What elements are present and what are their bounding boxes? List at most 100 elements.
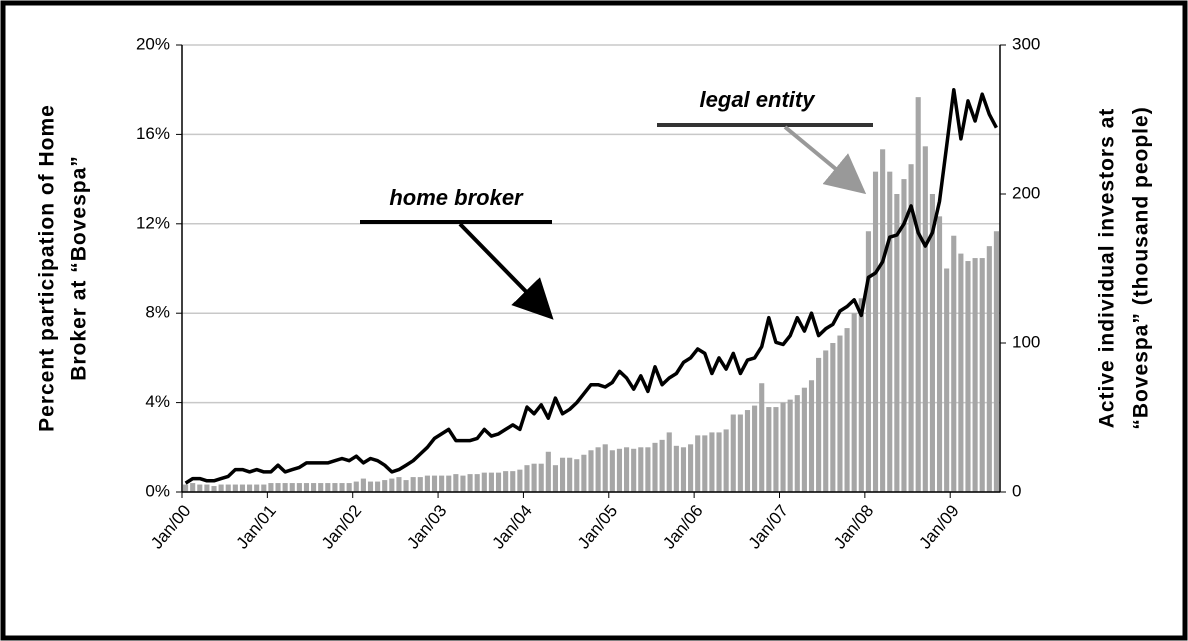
y-tick-label: 16% bbox=[136, 124, 170, 143]
line bbox=[184, 87, 998, 485]
bar bbox=[695, 435, 701, 492]
bar bbox=[702, 435, 708, 492]
bar bbox=[360, 478, 366, 492]
bar bbox=[631, 448, 637, 492]
bar bbox=[844, 328, 850, 492]
bar bbox=[396, 477, 402, 492]
bar bbox=[275, 483, 281, 492]
bar bbox=[688, 444, 694, 492]
bar bbox=[993, 231, 1000, 492]
bar bbox=[794, 395, 800, 492]
bar bbox=[965, 261, 971, 492]
bar bbox=[417, 477, 423, 492]
bar bbox=[766, 407, 772, 492]
y-tick-label: 12% bbox=[136, 213, 170, 232]
bar bbox=[823, 350, 829, 492]
bar bbox=[816, 357, 822, 492]
bar bbox=[723, 429, 729, 492]
bar bbox=[837, 335, 843, 492]
bar bbox=[268, 483, 274, 492]
bar bbox=[495, 472, 502, 492]
bar bbox=[922, 146, 928, 492]
bar bbox=[567, 457, 573, 492]
bar bbox=[787, 399, 793, 492]
bar bbox=[460, 475, 466, 492]
bar bbox=[880, 149, 886, 493]
bar bbox=[830, 343, 836, 492]
bar bbox=[389, 478, 395, 492]
bar bbox=[759, 383, 765, 492]
bar bbox=[225, 484, 231, 492]
bar bbox=[403, 480, 409, 492]
y2-axis-label: “Bovespa” (thousand people) bbox=[1130, 106, 1153, 429]
bar bbox=[808, 380, 815, 492]
bar bbox=[609, 450, 615, 492]
annotation-arrow bbox=[458, 222, 554, 320]
bar bbox=[908, 164, 914, 492]
bar bbox=[559, 457, 566, 492]
bar bbox=[979, 258, 985, 492]
bar bbox=[190, 483, 196, 492]
bar bbox=[232, 484, 238, 492]
bar bbox=[659, 439, 665, 492]
bar bbox=[204, 484, 210, 492]
bar bbox=[439, 475, 445, 492]
bar bbox=[289, 483, 295, 492]
bar bbox=[367, 481, 374, 492]
bar bbox=[325, 483, 331, 492]
bar bbox=[538, 463, 544, 492]
bar bbox=[616, 448, 623, 492]
bar bbox=[332, 483, 338, 492]
bar bbox=[709, 432, 715, 492]
bar bbox=[915, 97, 921, 493]
bar bbox=[901, 179, 907, 492]
bar bbox=[211, 486, 217, 492]
bar bbox=[431, 475, 438, 492]
bar bbox=[624, 447, 630, 492]
bar bbox=[581, 454, 587, 492]
bar bbox=[318, 483, 324, 492]
bar bbox=[531, 463, 537, 492]
bar bbox=[510, 471, 516, 492]
annotation-text: home broker bbox=[389, 185, 524, 210]
bar bbox=[986, 246, 992, 492]
annotation-text: legal entity bbox=[700, 87, 817, 112]
bar bbox=[375, 481, 381, 492]
bar bbox=[424, 475, 430, 492]
bar bbox=[296, 483, 302, 492]
bar bbox=[303, 483, 310, 492]
bar bbox=[481, 472, 487, 492]
bar bbox=[488, 472, 494, 492]
bar bbox=[282, 483, 288, 492]
bar bbox=[197, 484, 203, 492]
bar bbox=[752, 405, 758, 492]
bar bbox=[382, 480, 388, 492]
bar bbox=[595, 447, 601, 492]
bar bbox=[446, 475, 452, 492]
bar bbox=[737, 414, 743, 492]
bar bbox=[517, 469, 523, 492]
bar bbox=[951, 235, 957, 492]
bar bbox=[182, 484, 189, 492]
bar bbox=[652, 442, 658, 492]
bar bbox=[588, 450, 594, 492]
bar bbox=[339, 483, 345, 492]
bar bbox=[218, 484, 224, 492]
y2-tick-label: 100 bbox=[1012, 332, 1040, 351]
y-tick-label: 20% bbox=[136, 34, 170, 53]
y-tick-label: 4% bbox=[145, 392, 170, 411]
bar bbox=[645, 447, 651, 492]
bar bbox=[545, 451, 551, 492]
bar bbox=[552, 465, 558, 492]
bar bbox=[730, 414, 736, 492]
bar bbox=[474, 474, 480, 492]
bar bbox=[851, 313, 857, 492]
bar bbox=[894, 194, 900, 492]
y-axis-label: Percent participation of Home bbox=[36, 104, 59, 432]
bar bbox=[680, 447, 687, 492]
bar bbox=[929, 194, 935, 492]
bar bbox=[944, 268, 950, 492]
bar bbox=[958, 253, 964, 492]
bar bbox=[239, 484, 246, 492]
